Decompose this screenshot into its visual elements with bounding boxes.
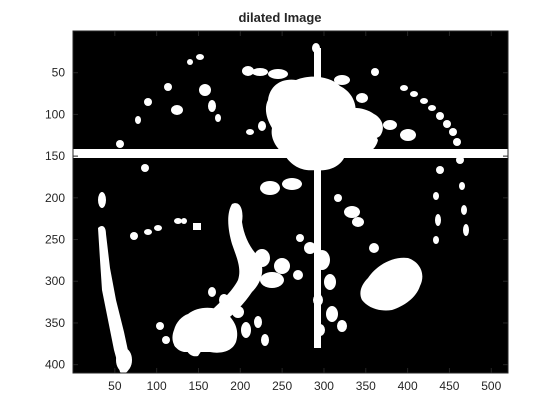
x-tick-label: 150 <box>188 379 208 393</box>
x-tick-label: 50 <box>108 379 122 393</box>
y-tick-label: 300 <box>45 274 65 288</box>
y-tick-label: 50 <box>52 66 66 80</box>
x-tick-label: 450 <box>439 379 459 393</box>
y-tick-label: 200 <box>45 191 65 205</box>
y-tick-label: 250 <box>45 233 65 247</box>
y-tick-label: 400 <box>45 358 65 372</box>
x-tick-label: 200 <box>230 379 250 393</box>
x-tick-label: 350 <box>356 379 376 393</box>
x-tick-label: 500 <box>481 379 501 393</box>
y-tick-label: 350 <box>45 316 65 330</box>
x-tick-label: 100 <box>147 379 167 393</box>
x-tick-label: 250 <box>272 379 292 393</box>
x-tick-label: 400 <box>398 379 418 393</box>
x-tick-label: 300 <box>314 379 334 393</box>
y-tick-label: 150 <box>45 149 65 163</box>
y-tick-label: 100 <box>45 107 65 121</box>
